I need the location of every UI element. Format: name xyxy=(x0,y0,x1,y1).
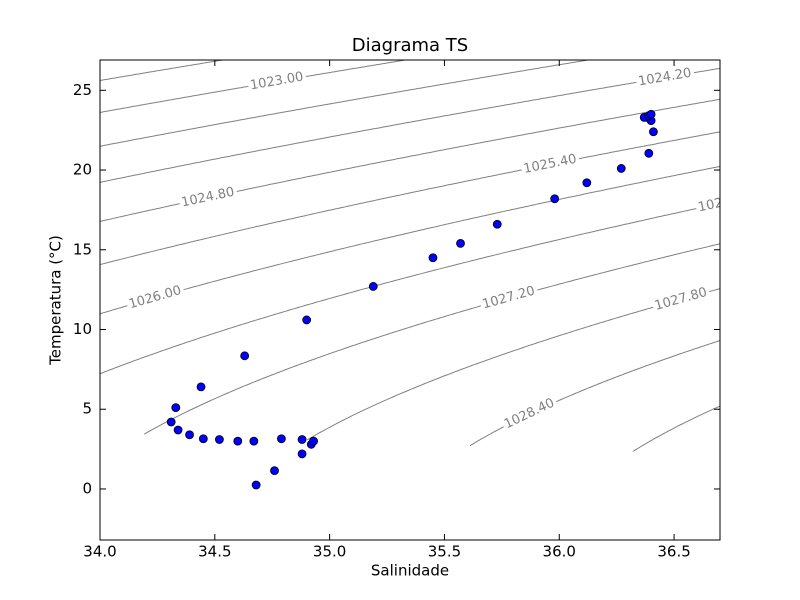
contour-line xyxy=(100,165,720,315)
data-point xyxy=(492,219,502,229)
data-point xyxy=(270,466,279,476)
y-tick-label: 5 xyxy=(82,400,92,418)
contour-line xyxy=(469,340,720,447)
data-point xyxy=(616,164,626,173)
contour-line xyxy=(100,60,409,113)
contour-label: 1024.80 xyxy=(180,185,236,211)
contour-line xyxy=(100,131,720,266)
y-tick-label: 0 xyxy=(82,479,92,497)
contour-label: 1023.00 xyxy=(249,70,305,94)
data-point xyxy=(240,351,250,361)
data-point xyxy=(368,282,378,291)
contour-line xyxy=(100,67,720,183)
y-tick-label: 20 xyxy=(73,161,92,179)
contour-label: 1025.40 xyxy=(522,152,578,177)
data-point xyxy=(309,436,318,446)
y-tick-label: 25 xyxy=(73,81,92,99)
data-point xyxy=(644,148,654,158)
contour-line xyxy=(100,60,226,81)
data-point xyxy=(171,403,181,413)
data-point xyxy=(550,194,560,204)
contour-line xyxy=(100,202,720,375)
data-point xyxy=(198,434,208,444)
x-tick-label: 34.5 xyxy=(198,543,231,561)
data-point xyxy=(196,382,206,392)
chart-title: Diagrama TS xyxy=(352,35,468,56)
contour-line xyxy=(632,405,720,452)
contour-line xyxy=(306,288,720,441)
y-tick-label: 10 xyxy=(73,320,92,338)
data-point xyxy=(297,435,307,444)
data-point xyxy=(173,425,183,435)
contour-label: 1026.60 xyxy=(697,190,753,216)
contour-line xyxy=(100,98,720,222)
x-tick-label: 35.5 xyxy=(428,543,461,561)
contour-label: 1027.20 xyxy=(481,283,537,312)
x-tick-label: 36.0 xyxy=(543,543,576,561)
x-tick-label: 34.0 xyxy=(83,543,116,561)
data-point xyxy=(185,430,194,440)
data-point xyxy=(277,434,286,444)
contour-label: 1027.80 xyxy=(653,285,709,314)
y-tick-label: 15 xyxy=(73,240,92,258)
contour-layer: 1023.00 1024.20 1024.80 1025.40 1026.00 1026.… xyxy=(100,60,753,452)
x-tick-label: 35.0 xyxy=(313,543,346,561)
data-point xyxy=(249,436,259,446)
data-point xyxy=(649,127,658,137)
data-point xyxy=(302,315,312,325)
y-axis-label: Temperatura (°C) xyxy=(47,235,65,366)
data-point xyxy=(456,238,465,248)
data-point xyxy=(233,436,243,446)
plot-frame xyxy=(99,59,721,541)
data-point xyxy=(582,178,592,188)
data-point xyxy=(646,109,656,119)
contour-line xyxy=(143,243,720,435)
x-tick-label: 36.5 xyxy=(657,543,690,561)
x-axis-label: Salinidade xyxy=(371,562,449,580)
data-point xyxy=(297,449,307,459)
data-point xyxy=(166,417,176,427)
points-layer xyxy=(166,109,658,490)
contour-label: 1026.00 xyxy=(127,283,183,312)
contour-label: 1028.40 xyxy=(502,396,557,433)
contour-label: 1024.20 xyxy=(637,66,693,90)
data-point xyxy=(428,253,438,263)
contour-line xyxy=(100,60,592,147)
data-point xyxy=(251,480,261,490)
data-point xyxy=(215,435,224,444)
